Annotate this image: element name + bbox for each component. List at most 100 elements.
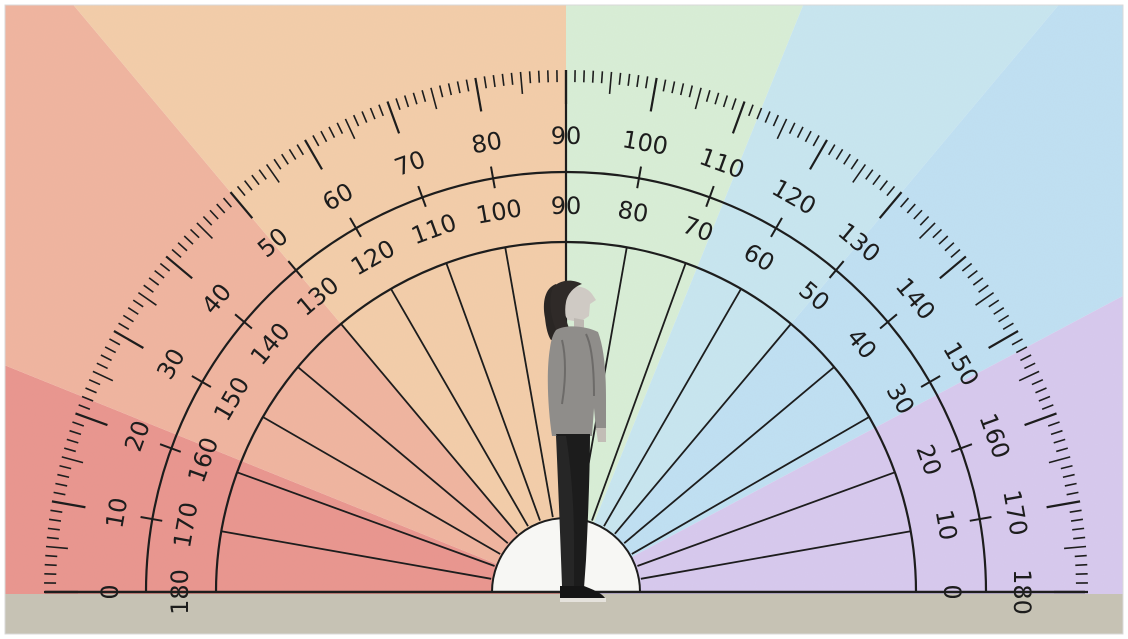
- tick-mark: [1047, 421, 1060, 427]
- tick-mark: [714, 92, 720, 105]
- tick-mark: [243, 180, 253, 191]
- tick-mark: [165, 255, 193, 280]
- tick-mark: [865, 169, 874, 180]
- tick-mark: [1046, 500, 1081, 509]
- tick-mark: [492, 74, 496, 88]
- tick-mark: [988, 330, 1019, 349]
- tick-mark: [412, 92, 418, 105]
- tick-mark: [939, 255, 967, 280]
- tick-mark: [835, 148, 844, 160]
- tick-mark: [608, 71, 613, 94]
- tick-mark: [537, 70, 541, 83]
- tick-mark: [950, 248, 961, 259]
- arc-tick: [159, 443, 182, 453]
- arc-tick: [349, 217, 362, 238]
- tick-mark: [196, 222, 214, 240]
- tick-mark: [137, 291, 157, 306]
- tick-mark: [636, 74, 640, 88]
- tick-mark: [1070, 518, 1084, 522]
- protractor-tick-marks: [44, 70, 1088, 594]
- tick-mark: [618, 72, 622, 85]
- tick-mark: [64, 447, 76, 453]
- tick-mark: [919, 215, 930, 226]
- tick-mark: [812, 135, 820, 147]
- tick-mark: [644, 76, 649, 89]
- tick-mark: [1060, 464, 1073, 470]
- tick-mark: [320, 130, 328, 143]
- tick-mark: [662, 79, 667, 92]
- tick-mark: [61, 456, 84, 464]
- tick-mark: [528, 71, 532, 84]
- tick-mark: [122, 314, 134, 323]
- tick-mark: [447, 83, 453, 96]
- tick-mark: [932, 228, 943, 239]
- tick-mark: [938, 235, 949, 245]
- woman-looking-up-photo: [543, 280, 606, 602]
- tick-mark: [48, 518, 62, 522]
- degree-ray: [504, 247, 554, 518]
- tick-mark: [1041, 404, 1054, 410]
- arc-tick: [489, 166, 496, 189]
- tick-mark: [756, 107, 763, 120]
- tick-mark: [1050, 429, 1063, 436]
- arc-tick: [969, 515, 992, 522]
- tick-mark: [395, 98, 401, 111]
- tick-mark: [843, 153, 851, 165]
- degree-ray: [390, 288, 529, 527]
- tick-mark: [764, 111, 771, 123]
- tick-mark: [421, 90, 427, 102]
- arc-tick: [287, 260, 304, 279]
- tick-mark: [1035, 387, 1047, 394]
- tick-mark: [1069, 509, 1082, 514]
- tick-mark: [1024, 412, 1057, 427]
- tick-mark: [51, 500, 86, 509]
- tick-mark: [281, 153, 289, 165]
- tick-mark: [1066, 491, 1079, 496]
- arc-tick: [191, 375, 212, 388]
- inner-scale-label: 10: [930, 507, 963, 542]
- tick-mark: [104, 346, 117, 354]
- tick-mark: [627, 73, 631, 86]
- tick-mark: [258, 169, 267, 180]
- tick-mark: [1064, 545, 1087, 550]
- tick-mark: [159, 262, 171, 272]
- tick-mark: [222, 197, 233, 208]
- tick-mark: [1075, 563, 1088, 567]
- tick-mark: [143, 284, 154, 293]
- tick-mark: [378, 104, 384, 117]
- tick-mark: [731, 101, 746, 134]
- tick-mark: [913, 209, 923, 220]
- tick-mark: [731, 98, 737, 111]
- arc-tick: [234, 313, 253, 330]
- tick-mark: [809, 139, 828, 170]
- tick-mark: [1064, 482, 1077, 487]
- tick-mark: [1020, 354, 1032, 362]
- degree-ray: [623, 366, 835, 544]
- degree-ray: [614, 323, 792, 535]
- tick-mark: [671, 81, 676, 94]
- tick-mark: [988, 299, 1000, 308]
- arc-tick: [140, 515, 163, 522]
- tick-mark: [600, 71, 604, 84]
- tick-mark: [75, 412, 108, 427]
- tick-mark: [69, 429, 82, 436]
- arc-tick: [920, 375, 941, 388]
- tick-mark: [972, 277, 984, 286]
- degree-ray: [631, 416, 870, 555]
- tick-mark: [44, 563, 57, 567]
- tick-mark: [251, 174, 260, 186]
- tick-mark: [154, 269, 165, 279]
- degree-ray: [445, 262, 541, 521]
- tick-mark: [304, 139, 323, 170]
- tick-mark: [788, 122, 796, 134]
- tick-mark: [878, 191, 903, 219]
- tick-mark: [46, 536, 59, 540]
- arc-tick: [950, 443, 973, 453]
- tick-mark: [694, 87, 702, 110]
- tick-mark: [1056, 447, 1068, 453]
- tick-mark: [705, 90, 711, 102]
- tick-mark: [993, 307, 1005, 315]
- tick-mark: [369, 107, 376, 120]
- arc-tick: [828, 260, 845, 279]
